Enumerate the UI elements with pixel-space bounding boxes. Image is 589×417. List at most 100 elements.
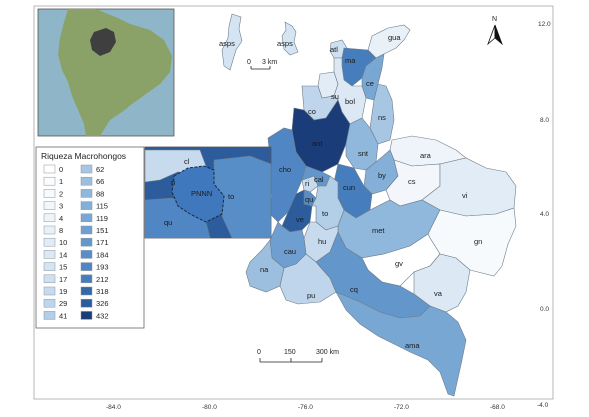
label-gv: gv — [395, 259, 403, 268]
label-hu: hu — [318, 237, 326, 246]
legend-swatch-193 — [80, 262, 93, 271]
label-met: met — [372, 226, 385, 235]
label-cau: cau — [284, 247, 296, 256]
department-asps-2[interactable] — [281, 21, 299, 56]
north-arrow: N — [487, 16, 503, 46]
legend-swatch-2 — [43, 189, 56, 198]
legend-swatch-318 — [80, 286, 93, 296]
scale-bar-main-label-0: 0 — [257, 349, 261, 356]
label-ri: ri — [305, 179, 309, 188]
legend-label-151: 151 — [96, 226, 109, 235]
legend-label-14: 14 — [59, 250, 67, 259]
x-tick-2: -80.0 — [202, 404, 217, 411]
label-su: su — [331, 92, 339, 101]
north-label: N — [492, 16, 497, 23]
detail-inset: cl ri PNNN to qu — [144, 146, 272, 239]
x-tick-3: -76.0 — [298, 404, 313, 411]
label-co: co — [308, 107, 316, 116]
legend-swatch-14 — [43, 250, 56, 259]
legend-swatch-171 — [80, 237, 93, 247]
label-qu: qu — [305, 195, 313, 204]
label-gn: gn — [474, 237, 482, 246]
legend-swatch-41 — [43, 311, 56, 320]
label-vi: vi — [462, 191, 468, 200]
y-tick-5: -4.0 — [537, 402, 549, 409]
department-ama[interactable] — [335, 291, 467, 397]
label-na: na — [260, 265, 269, 274]
legend-label-119: 119 — [96, 214, 108, 223]
legend-label-432: 432 — [96, 311, 109, 320]
label-cq: cq — [350, 285, 358, 294]
legend-label-62: 62 — [96, 165, 104, 174]
inset-label-to: to — [228, 192, 234, 201]
legend-swatch-88 — [80, 189, 93, 198]
legend-swatch-17 — [43, 274, 56, 284]
legend-swatch-29 — [43, 298, 56, 308]
legend-label-0: 0 — [59, 165, 63, 174]
scale-bar-island-label-1: 3 km — [262, 59, 277, 66]
department-ce[interactable] — [361, 53, 385, 101]
south-america-landmass — [58, 9, 172, 136]
label-ara: ara — [420, 151, 432, 160]
label-cs: cs — [408, 177, 416, 186]
x-tick-4: -72.0 — [394, 404, 409, 411]
legend-swatch-212 — [80, 274, 93, 284]
legend-label-326: 326 — [96, 299, 109, 308]
legend-label-3: 3 — [59, 202, 63, 211]
legend-label-4: 4 — [59, 214, 63, 223]
legend-swatch-3 — [43, 201, 56, 210]
legend-label-193: 193 — [96, 263, 109, 272]
inset-label-pnnn: PNNN — [191, 189, 212, 198]
legend-label-184: 184 — [96, 250, 109, 259]
legend-label-41: 41 — [59, 311, 67, 320]
label-ce: ce — [366, 79, 374, 88]
inset-label-cl: cl — [184, 157, 190, 166]
label-cal: cal — [314, 175, 324, 184]
legend-label-171: 171 — [96, 238, 109, 247]
y-tick-2: 8.0 — [540, 117, 549, 124]
legend-label-318: 318 — [96, 287, 109, 296]
y-axis-ticks: 12.0 8.0 4.0 0.0 -4.0 — [537, 21, 551, 409]
x-tick-1: -84.0 — [106, 404, 121, 411]
legend-swatch-432 — [80, 311, 93, 320]
north-arrow-right-half — [494, 24, 503, 46]
department-asps-1[interactable] — [221, 13, 243, 71]
legend-swatch-1 — [43, 176, 56, 186]
label-ve: ve — [296, 215, 304, 224]
legend-label-10: 10 — [59, 238, 67, 247]
legend-label-1: 1 — [59, 177, 63, 186]
label-ns: ns — [378, 113, 386, 122]
scale-bar-island: 0 3 km — [247, 59, 277, 70]
label-asps-1: asps — [219, 39, 235, 48]
label-ant: ant — [312, 139, 323, 148]
legend-label-29: 29 — [59, 299, 67, 308]
scale-bar-main-label-1: 150 — [284, 349, 296, 356]
legend-label-15: 15 — [59, 263, 67, 272]
legend: Riqueza Macrohongos 0 1 2 3 4 8 10 14 15 17 19 29 41… — [35, 146, 145, 329]
legend-label-115: 115 — [96, 202, 108, 211]
legend-label-19: 19 — [59, 287, 67, 296]
label-to: to — [322, 209, 328, 218]
scale-bar-main: 0 150 300 km — [257, 349, 339, 363]
legend-title: Riqueza Macrohongos — [41, 151, 126, 161]
label-by: by — [378, 171, 386, 180]
label-pu: pu — [307, 291, 315, 300]
legend-label-17: 17 — [59, 275, 67, 284]
legend-swatch-19 — [43, 286, 56, 296]
label-gua: gua — [388, 33, 401, 42]
legend-label-2: 2 — [59, 189, 63, 198]
label-va: va — [434, 289, 443, 298]
label-ma: ma — [345, 56, 356, 65]
inset-label-qu: qu — [164, 218, 172, 227]
colombia-locator-shape — [90, 28, 116, 56]
y-tick-3: 4.0 — [540, 211, 549, 218]
label-snt: snt — [358, 149, 369, 158]
legend-swatch-119 — [80, 213, 93, 223]
label-atl: atl — [330, 45, 338, 54]
legend-label-8: 8 — [59, 226, 63, 235]
label-cho: cho — [279, 165, 291, 174]
locator-inset — [37, 8, 175, 137]
legend-label-212: 212 — [96, 275, 109, 284]
legend-swatch-66 — [80, 176, 93, 186]
